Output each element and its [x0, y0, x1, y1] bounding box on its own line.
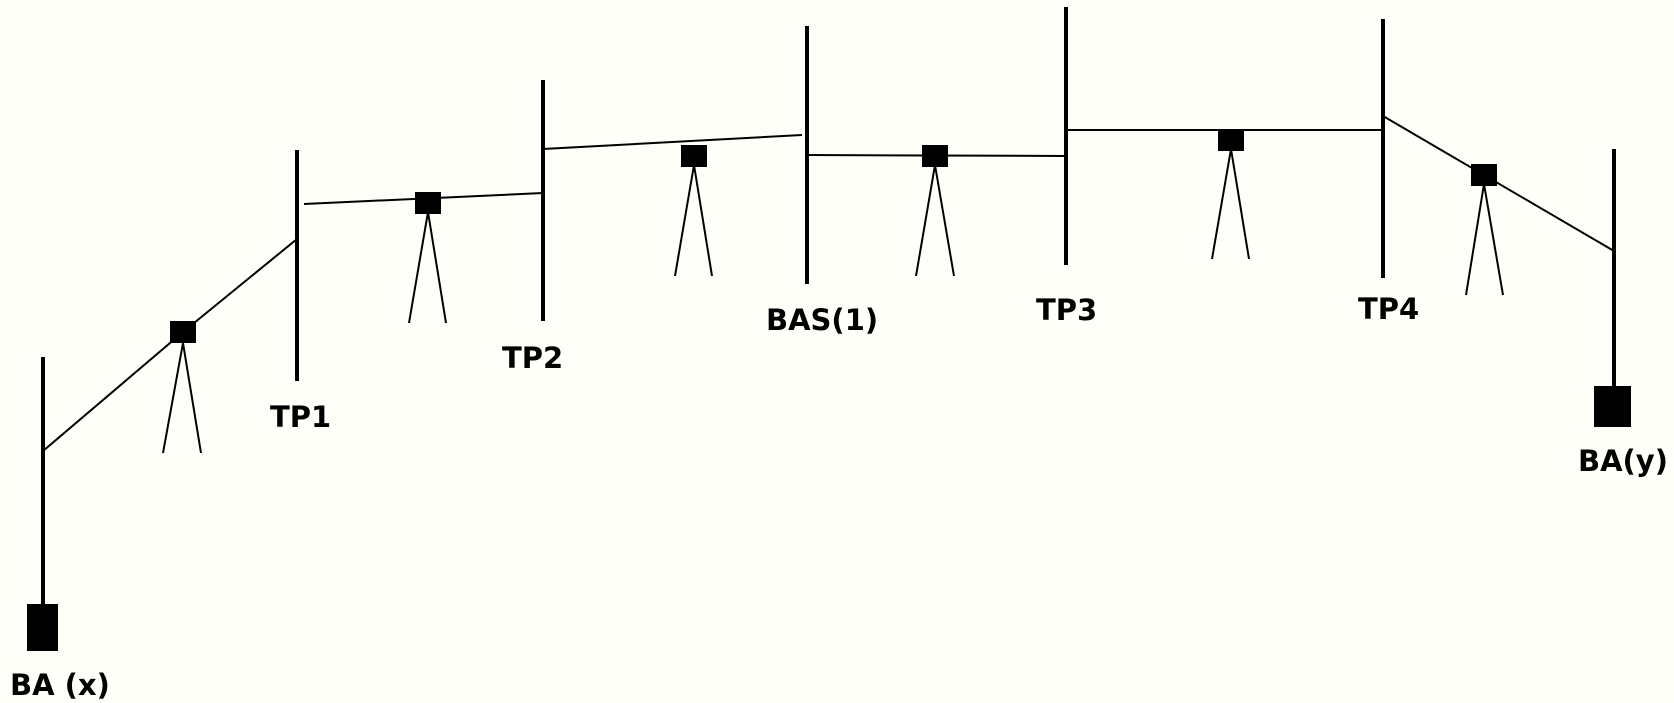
level-instrument [415, 192, 441, 214]
label-ba-x: BA (x) [10, 668, 110, 702]
benchmark-block-x [27, 604, 58, 651]
level-instrument [922, 145, 948, 167]
tripod [674, 164, 713, 277]
tripod-leg [1483, 183, 1504, 296]
label-tp1: TP1 [270, 400, 331, 434]
level-instrument [1218, 129, 1244, 151]
sight-line [1382, 115, 1615, 252]
tripod-leg [162, 342, 184, 454]
benchmark-block-y [1594, 386, 1631, 427]
label-bas1: BAS(1) [766, 303, 878, 337]
tripod [408, 211, 447, 324]
sight-line [542, 134, 803, 150]
level-instrument [681, 145, 707, 167]
sight-line [182, 238, 298, 333]
tripods [162, 148, 1504, 454]
tripod-leg [427, 211, 447, 324]
tripod-leg [674, 164, 695, 277]
tripod-leg [915, 164, 936, 277]
label-tp4: TP4 [1358, 292, 1419, 326]
label-ba-y: BA(y) [1578, 444, 1668, 478]
tripod-leg [693, 164, 713, 277]
tripod-leg [1465, 183, 1485, 296]
tripod-leg [182, 342, 202, 454]
tripod-leg [408, 211, 429, 324]
label-tp3: TP3 [1036, 293, 1097, 327]
tripod-leg [1211, 148, 1232, 260]
level-instrument [170, 321, 196, 343]
tripod [915, 164, 955, 277]
tripod-leg [934, 164, 955, 277]
tripod-leg [1230, 148, 1250, 260]
levels [170, 129, 1497, 343]
tripod [1211, 148, 1250, 260]
tripod [162, 342, 202, 454]
label-tp2: TP2 [502, 341, 563, 375]
sight-line [42, 331, 184, 452]
tripod [1465, 183, 1504, 296]
level-instrument [1471, 164, 1497, 186]
